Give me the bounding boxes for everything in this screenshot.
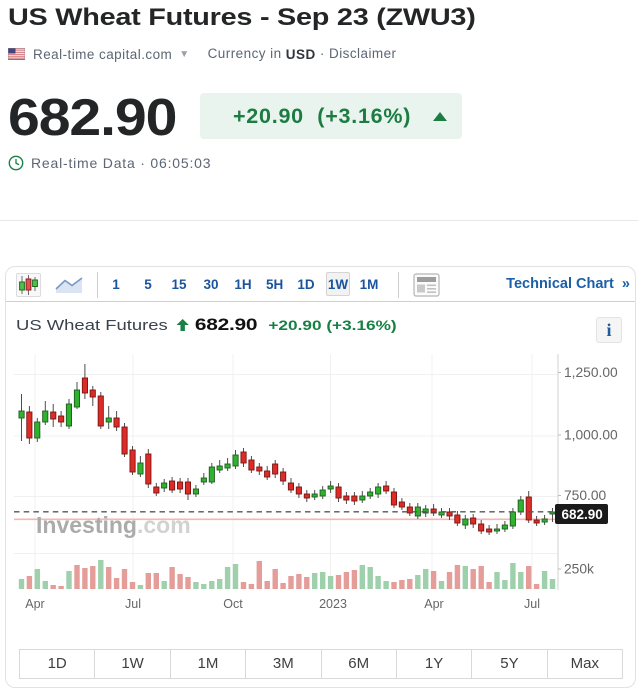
svg-text:Investing.com: Investing.com: [36, 512, 191, 538]
svg-text:1,250.00: 1,250.00: [564, 365, 618, 380]
svg-text:250k: 250k: [564, 562, 594, 577]
svg-text:1,000.00: 1,000.00: [564, 428, 618, 443]
svg-text:Apr: Apr: [424, 597, 443, 611]
svg-text:Jul: Jul: [524, 597, 540, 611]
svg-text:Oct: Oct: [223, 597, 243, 611]
svg-text:2023: 2023: [319, 597, 347, 611]
svg-text:Apr: Apr: [25, 597, 44, 611]
svg-text:682.90: 682.90: [562, 507, 603, 522]
svg-text:Jul: Jul: [125, 597, 141, 611]
svg-text:750.00: 750.00: [564, 488, 607, 503]
